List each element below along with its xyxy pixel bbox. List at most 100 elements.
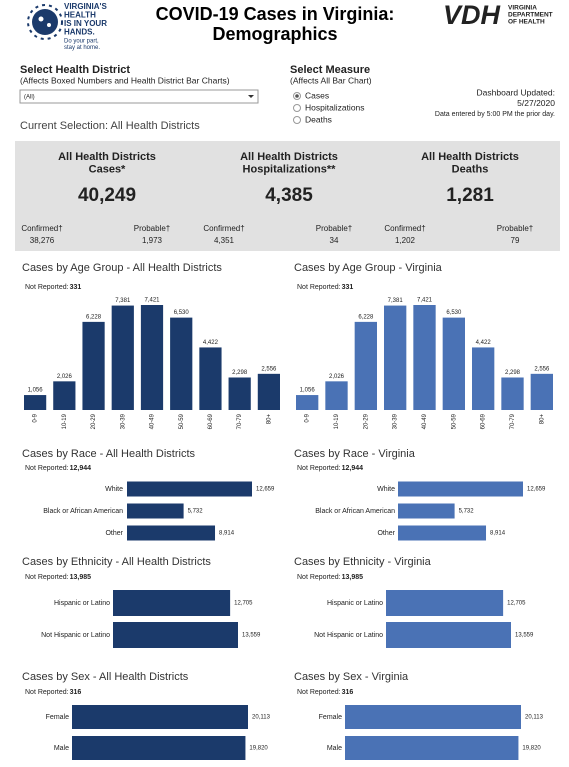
chart-title: Cases by Age Group - All Health District… — [22, 262, 222, 274]
note-value: 331 — [342, 284, 354, 291]
page-title: COVID-19 Cases in Virginia: — [156, 4, 395, 24]
value-label: 12,659 — [527, 487, 546, 493]
note-value: 13,985 — [342, 574, 364, 581]
filter-note: (Affects All Bar Chart) — [290, 75, 372, 85]
kpi-title: All Health Districts — [58, 151, 156, 163]
kpi-panel — [15, 141, 560, 251]
category-label: Male — [54, 745, 69, 752]
bar — [472, 347, 495, 410]
update-text: Dashboard Updated: — [477, 87, 555, 97]
bar — [384, 305, 407, 410]
value-label: 5,732 — [459, 509, 475, 515]
page-title: Demographics — [212, 24, 337, 44]
kpi-title: Hospitalizations** — [243, 163, 337, 175]
kpi-title: Cases* — [89, 163, 126, 175]
value-label: 5,732 — [188, 509, 204, 515]
kpi-sub-value: 1,973 — [142, 236, 163, 245]
x-tick-label: 0-9 — [33, 413, 39, 422]
current-selection: Current Selection: All Health Districts — [20, 120, 200, 132]
x-tick-label: 10-19 — [334, 413, 340, 429]
value-label: 19,820 — [522, 746, 541, 752]
category-label: White — [105, 486, 123, 493]
chart-title: Cases by Race - All Health Districts — [22, 448, 195, 460]
x-tick-label: 30-39 — [393, 413, 399, 429]
filter-label: Select Measure — [290, 64, 370, 76]
value-label: 12,705 — [234, 601, 253, 607]
logo-text: HANDS. — [64, 28, 95, 37]
chart-title: Cases by Ethnicity - Virginia — [294, 556, 432, 568]
note-label: Not Reported: — [25, 284, 69, 291]
x-tick-label: 30-39 — [120, 413, 126, 429]
category-label: White — [377, 486, 395, 493]
note-label: Not Reported: — [297, 465, 341, 472]
kpi-sub-value: 34 — [330, 236, 339, 245]
kpi-sub-label: Probable† — [316, 224, 352, 233]
kpi-sub-value: 38,276 — [30, 236, 55, 245]
category-label: Other — [105, 530, 123, 537]
value-label: 2,556 — [261, 366, 277, 372]
bar — [398, 503, 455, 519]
logo-text: VIRGINIA'S — [64, 2, 107, 11]
bar — [398, 481, 523, 497]
note-label: Not Reported: — [25, 689, 69, 696]
note-value: 316 — [70, 689, 82, 696]
chart-title: Cases by Ethnicity - All Health District… — [22, 556, 211, 568]
category-label: Not Hispanic or Latino — [314, 632, 383, 639]
bar — [170, 317, 193, 410]
dropdown-arrow[interactable] — [248, 95, 254, 98]
bar — [386, 590, 504, 616]
radio-label: Deaths — [305, 114, 332, 124]
vdh-subtitle: DEPARTMENT — [508, 12, 553, 19]
logo-icon — [27, 4, 63, 40]
district-dropdown[interactable] — [19, 89, 259, 104]
x-tick-label: 70-79 — [510, 413, 516, 429]
x-tick-label: 40-49 — [422, 413, 428, 429]
note-value: 316 — [342, 689, 354, 696]
filter-label: Select Health District — [20, 64, 130, 76]
vdh-subtitle: OF HEALTH — [508, 19, 545, 26]
value-label: 1,056 — [300, 388, 316, 394]
x-tick-label: 70-79 — [237, 413, 243, 429]
chart-title: Cases by Sex - All Health Districts — [22, 671, 189, 683]
x-tick-label: 20-29 — [363, 413, 369, 429]
value-label: 6,530 — [446, 310, 462, 316]
value-label: 13,559 — [242, 633, 261, 639]
x-tick-label: 50-59 — [451, 413, 457, 429]
note-label: Not Reported: — [25, 574, 69, 581]
kpi-sub-label: Confirmed† — [203, 224, 244, 233]
kpi-value: 40,249 — [78, 185, 136, 206]
value-label: 6,228 — [86, 314, 102, 320]
bar — [501, 377, 524, 410]
bar — [111, 305, 134, 410]
bar — [72, 705, 248, 729]
radio-selected[interactable] — [295, 94, 299, 98]
bar — [530, 373, 553, 410]
kpi-sub-label: Probable† — [134, 224, 170, 233]
radio-button[interactable] — [293, 116, 301, 124]
value-label: 7,381 — [115, 298, 131, 304]
category-label: Black or African American — [315, 508, 395, 515]
value-label: 2,556 — [534, 366, 550, 372]
bar — [82, 321, 105, 410]
radio-button[interactable] — [293, 104, 301, 112]
category-label: Male — [327, 745, 342, 752]
value-label: 7,381 — [388, 298, 404, 304]
vdh-logo: VDH — [443, 0, 501, 30]
value-label: 20,113 — [252, 715, 271, 721]
kpi-title: All Health Districts — [240, 151, 338, 163]
value-label: 7,421 — [417, 298, 433, 304]
bar — [140, 305, 164, 410]
bar — [113, 622, 238, 648]
bar — [127, 503, 184, 519]
note-label: Not Reported: — [297, 574, 341, 581]
x-tick-label: 60-69 — [208, 413, 214, 429]
value-label: 4,422 — [203, 340, 219, 346]
x-tick-label: 20-29 — [91, 413, 97, 429]
category-label: Not Hispanic or Latino — [41, 632, 110, 639]
kpi-title: Deaths — [452, 163, 489, 175]
note-label: Not Reported: — [297, 284, 341, 291]
logo-tagline: Do your part, — [64, 39, 99, 45]
x-tick-label: 0-9 — [305, 413, 311, 422]
value-label: 2,026 — [57, 374, 73, 380]
